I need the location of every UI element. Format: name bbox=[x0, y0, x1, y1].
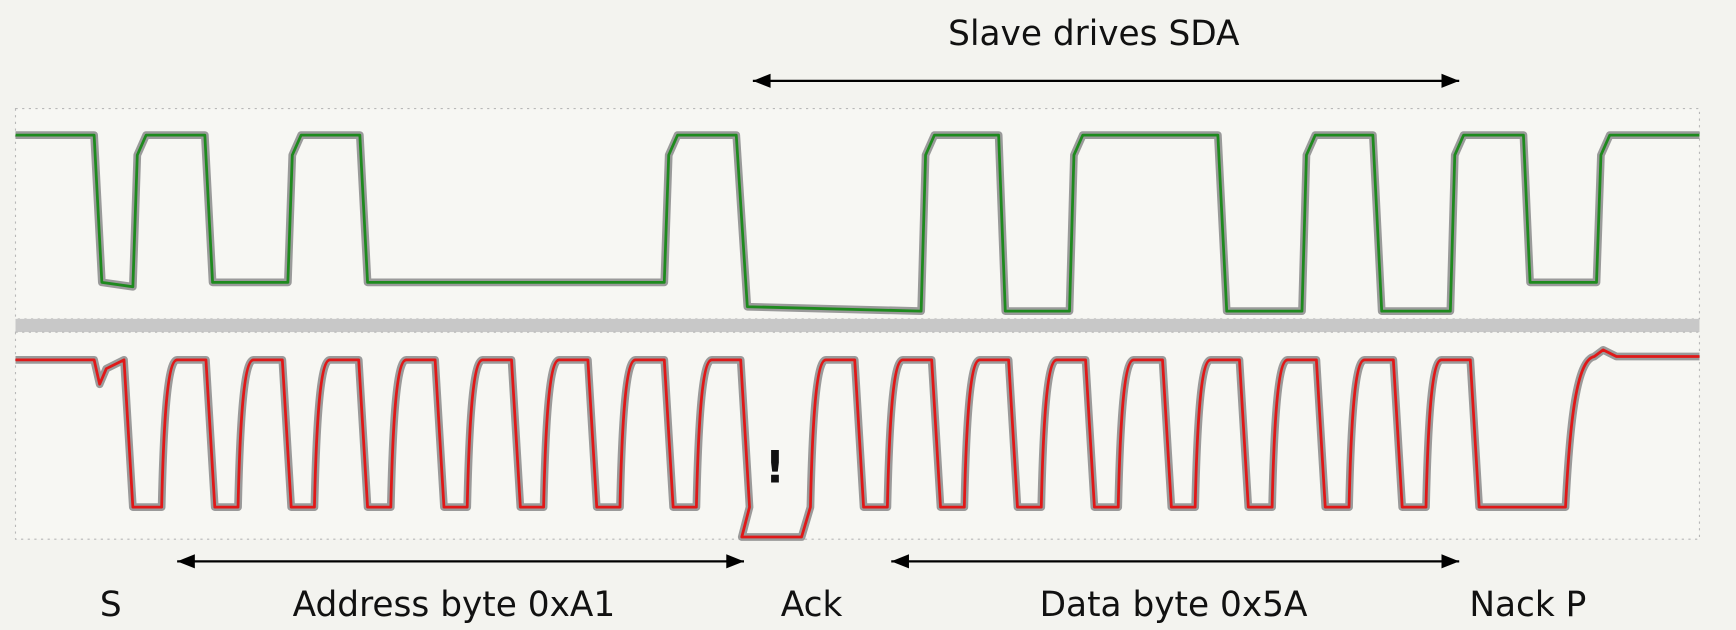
label-stop: Nack P bbox=[1469, 585, 1586, 625]
label-ack: Ack bbox=[781, 585, 843, 625]
page: Slave drives SDA ! S Address byte 0xA1 A… bbox=[0, 0, 1736, 630]
sda-panel bbox=[16, 109, 1700, 319]
i2c-diagram: Slave drives SDA ! S Address byte 0xA1 A… bbox=[0, 0, 1736, 630]
label-start: S bbox=[100, 585, 122, 625]
separator bbox=[16, 319, 1700, 332]
top-annotation: Slave drives SDA bbox=[948, 14, 1240, 54]
label-address: Address byte 0xA1 bbox=[293, 585, 616, 625]
ack-marker: ! bbox=[765, 443, 785, 494]
label-data: Data byte 0x5A bbox=[1040, 585, 1308, 625]
